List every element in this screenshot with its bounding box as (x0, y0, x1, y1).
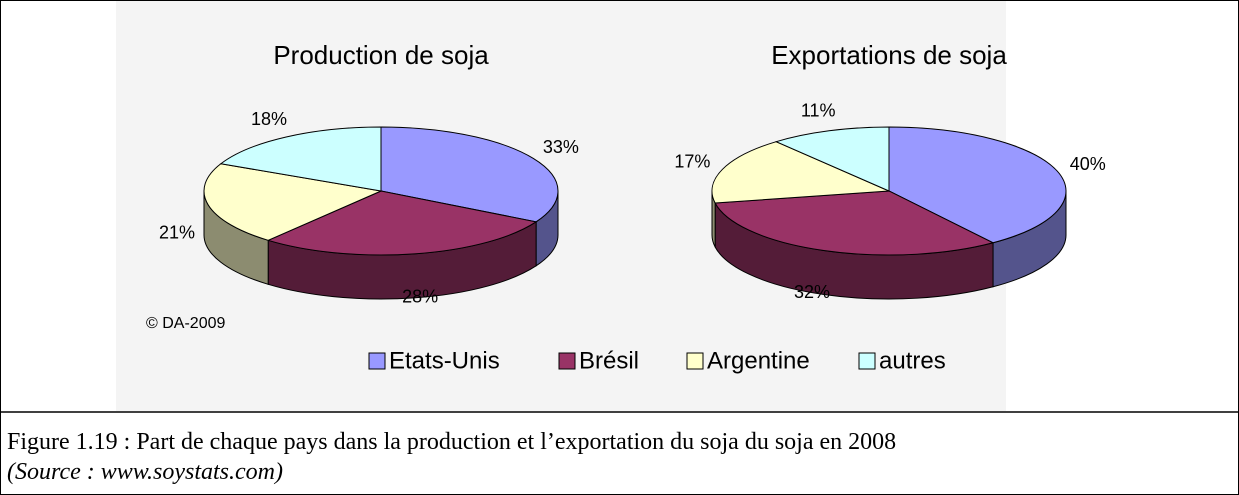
legend-label: Etats-Unis (389, 347, 500, 374)
chart: © DA-2009 Production de soja 33% 28% 21% 18%… (1, 1, 1238, 413)
legend-label: Argentine (707, 347, 810, 374)
data-label: 17% (674, 151, 710, 171)
note: © DA-2009 (146, 315, 225, 332)
legend-swatch (686, 352, 704, 370)
pie-slice (888, 126, 1067, 244)
caption-line: Figure 1.19 : Part de chaque pays dans l… (7, 429, 897, 455)
pie-slice (714, 190, 995, 256)
legend-swatch (558, 352, 576, 370)
data-label: 40% (1070, 154, 1106, 174)
pie-slice (711, 141, 890, 204)
data-label: 33% (543, 137, 579, 157)
data-label: 32% (794, 282, 830, 302)
caption-source: (Source : www.soystats.com) (7, 459, 283, 485)
data-label: 11% (801, 101, 836, 121)
data-label: 18% (251, 109, 287, 129)
legend-swatch (858, 352, 876, 370)
pie-slice (774, 126, 890, 192)
chart-title: Production de soja (273, 40, 489, 70)
legend-swatch (368, 352, 386, 370)
data-label: 21% (159, 222, 195, 242)
legend-label: autres (879, 347, 946, 374)
pie-slice (203, 163, 383, 241)
pie-slice (219, 126, 382, 192)
legend-label: Brésil (579, 347, 639, 374)
pie-slice (266, 190, 538, 256)
pie-slice (380, 126, 559, 223)
chart-title: Exportations de soja (771, 40, 1007, 70)
data-label: 28% (402, 286, 438, 306)
